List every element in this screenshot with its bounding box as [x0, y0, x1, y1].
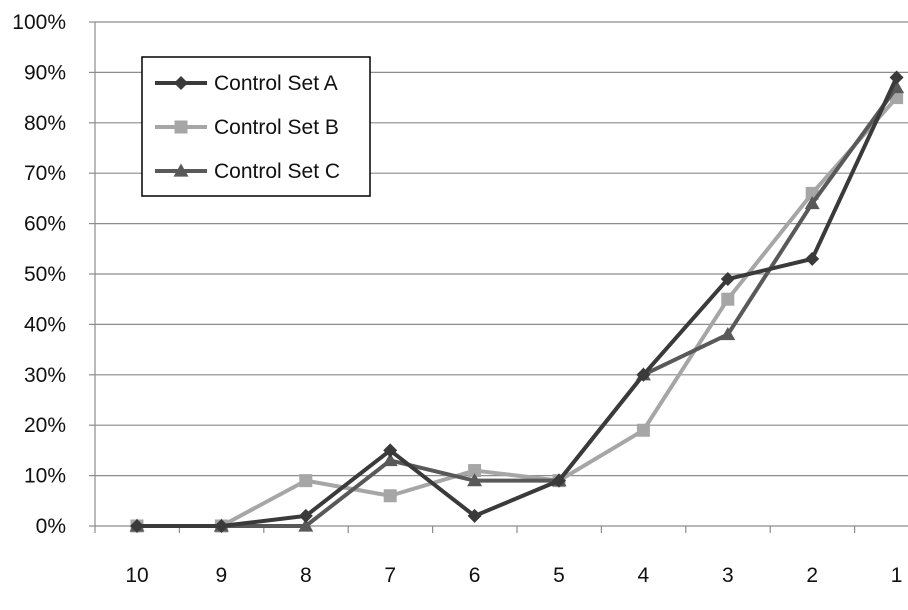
data-point	[889, 70, 904, 85]
x-tick-label: 6	[469, 564, 481, 587]
y-tick-label: 20%	[24, 414, 66, 437]
x-tick-label: 2	[806, 564, 818, 587]
data-point	[214, 519, 229, 533]
y-tick-label: 80%	[24, 112, 66, 135]
y-tick-label: 10%	[24, 465, 66, 488]
data-point	[467, 508, 482, 523]
x-tick-label: 7	[384, 564, 396, 587]
y-tick-label: 30%	[24, 364, 66, 387]
data-point	[383, 489, 397, 503]
y-axis-tick-labels: 0% 10% 20% 30% 40% 50% 60% 70% 80% 90% 100%	[12, 11, 66, 538]
legend-item: Control Set C	[155, 160, 340, 183]
legend-swatch-marker	[173, 163, 189, 177]
x-tick-label: 9	[216, 564, 228, 587]
data-point	[298, 508, 313, 523]
series-line	[137, 96, 899, 528]
data-point	[720, 272, 735, 287]
legend-item: Control Set B	[155, 116, 339, 139]
data-point	[804, 195, 820, 210]
legend-swatch-marker	[174, 120, 188, 134]
data-point	[468, 464, 482, 478]
x-tick-label: 4	[638, 564, 650, 587]
y-tick-label: 0%	[36, 515, 66, 538]
x-tick-label: 10	[125, 564, 148, 587]
y-tick-label: 50%	[24, 263, 66, 286]
data-point	[382, 452, 398, 467]
y-tick-label: 60%	[24, 213, 66, 236]
legend-label: Control Set B	[214, 116, 339, 139]
y-tick-label: 90%	[24, 61, 66, 84]
data-point	[130, 519, 144, 533]
data-point	[298, 518, 314, 532]
y-tick-label: 70%	[24, 162, 66, 185]
y-tick-label: 40%	[24, 313, 66, 336]
x-tick-label: 3	[722, 564, 734, 587]
data-point	[720, 326, 736, 341]
series-layer	[129, 70, 905, 533]
x-tick-label: 5	[553, 564, 565, 587]
series-control-set-b	[130, 91, 904, 533]
series-control-set-a	[130, 70, 904, 533]
data-point	[636, 367, 651, 382]
y-tick-label: 100%	[12, 11, 66, 34]
data-point	[299, 474, 313, 488]
data-point	[467, 473, 483, 487]
legend-label: Control Set C	[214, 160, 340, 183]
series-line	[137, 76, 899, 528]
legend-label: Control Set A	[214, 72, 338, 95]
legend-item: Control Set A	[155, 72, 338, 95]
x-tick-label: 8	[300, 564, 312, 587]
legend-swatch-marker	[174, 76, 188, 90]
x-tick-label: 1	[891, 564, 903, 587]
data-point	[552, 473, 566, 488]
data-point	[383, 443, 398, 458]
data-point	[721, 292, 735, 306]
x-axis-tick-labels: 10 9 8 7 6 5 4 3 2 1	[125, 564, 902, 587]
data-point	[636, 423, 650, 437]
legend: Control Set A Control Set B Control Set C	[141, 56, 371, 197]
data-point	[805, 251, 820, 266]
